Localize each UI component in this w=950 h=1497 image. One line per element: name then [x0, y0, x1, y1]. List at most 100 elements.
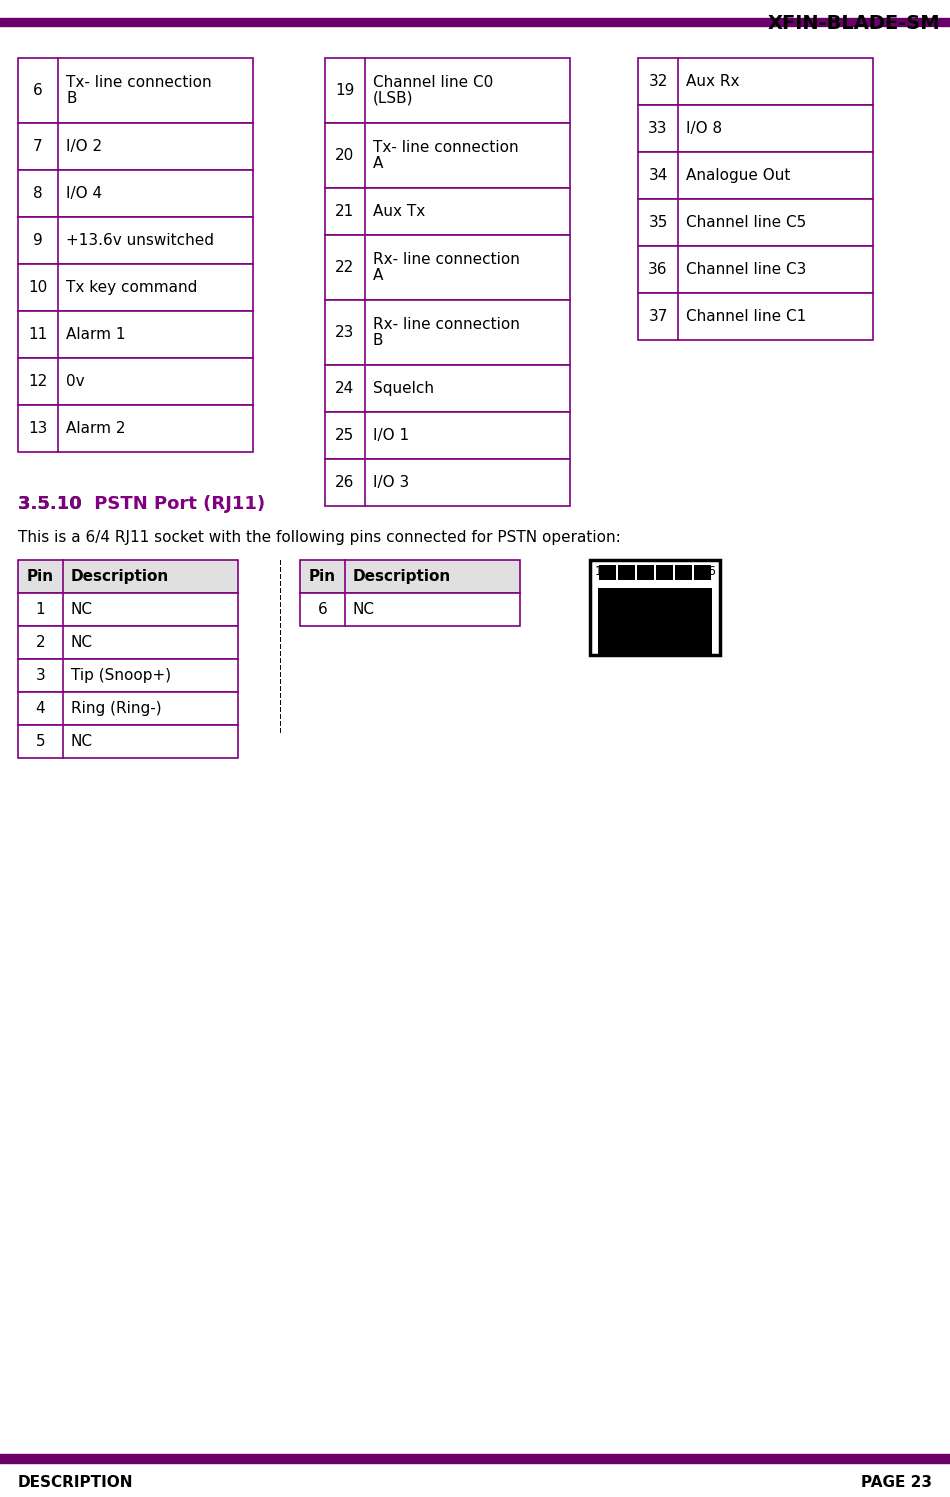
Text: NC: NC	[71, 602, 93, 617]
Bar	[18, 659, 238, 692]
Text: 3.5.10  PSTN Port (RJ11): 3.5.10 PSTN Port (RJ11)	[18, 496, 265, 513]
Bar	[18, 725, 238, 757]
Text: 3: 3	[36, 668, 46, 683]
Text: I/O 3: I/O 3	[373, 475, 409, 490]
Bar	[18, 217, 253, 263]
Text: Aux Tx: Aux Tx	[373, 204, 426, 219]
Bar	[18, 123, 253, 171]
Text: B: B	[66, 91, 77, 106]
Text: Channel line C3: Channel line C3	[686, 262, 807, 277]
Text: 22: 22	[335, 260, 354, 275]
Text: Aux Rx: Aux Rx	[686, 73, 739, 88]
Bar	[300, 593, 520, 626]
Bar	[325, 412, 570, 460]
Bar	[656, 564, 673, 579]
Text: Alarm 2: Alarm 2	[66, 421, 125, 436]
Text: Squelch: Squelch	[373, 382, 434, 397]
Text: Rx- line connection: Rx- line connection	[373, 317, 520, 332]
Text: 0v: 0v	[66, 374, 85, 389]
Text: 10: 10	[28, 280, 48, 295]
Bar	[18, 593, 238, 626]
Bar	[638, 105, 873, 153]
Bar	[0, 1457, 950, 1463]
Bar	[638, 199, 873, 246]
Bar	[325, 235, 570, 299]
Text: 20: 20	[335, 148, 354, 163]
Text: Tip (Snoop+): Tip (Snoop+)	[71, 668, 171, 683]
Text: Channel line C0: Channel line C0	[373, 75, 493, 90]
Text: B: B	[373, 332, 384, 347]
Bar	[675, 564, 692, 579]
Text: 6: 6	[707, 564, 715, 578]
Text: DESCRIPTION: DESCRIPTION	[18, 1475, 134, 1490]
Bar	[18, 406, 253, 452]
Text: 34: 34	[648, 168, 668, 183]
Text: 4: 4	[36, 701, 46, 716]
Text: 3.5.10: 3.5.10	[18, 496, 94, 513]
Text: 25: 25	[335, 428, 354, 443]
Text: 5: 5	[36, 734, 46, 748]
Bar	[325, 189, 570, 235]
Text: 19: 19	[335, 82, 354, 97]
Text: Pin: Pin	[309, 569, 336, 584]
Bar	[325, 123, 570, 189]
Text: Alarm 1: Alarm 1	[66, 326, 125, 341]
Bar	[325, 460, 570, 506]
Text: 33: 33	[648, 121, 668, 136]
Text: 21: 21	[335, 204, 354, 219]
Bar	[638, 153, 873, 199]
Text: PAGE 23: PAGE 23	[861, 1475, 932, 1490]
Bar	[18, 171, 253, 217]
Bar	[638, 58, 873, 105]
Text: Ring (Ring-): Ring (Ring-)	[71, 701, 162, 716]
Text: Rx- line connection: Rx- line connection	[373, 253, 520, 268]
Text: NC: NC	[71, 734, 93, 748]
Text: 1: 1	[36, 602, 46, 617]
Text: I/O 2: I/O 2	[66, 139, 103, 154]
Bar	[18, 560, 238, 593]
Text: A: A	[373, 156, 384, 171]
Text: 24: 24	[335, 382, 354, 397]
Text: Tx- line connection: Tx- line connection	[373, 141, 519, 156]
Text: Channel line C1: Channel line C1	[686, 308, 807, 323]
Text: 12: 12	[28, 374, 48, 389]
Bar	[325, 299, 570, 365]
Bar	[694, 564, 711, 579]
Bar	[18, 58, 253, 123]
Bar	[0, 18, 950, 19]
Text: 23: 23	[335, 325, 354, 340]
Text: This is a 6/4 RJ11 socket with the following pins connected for PSTN operation:: This is a 6/4 RJ11 socket with the follo…	[18, 530, 620, 545]
Text: 11: 11	[28, 326, 48, 341]
Bar	[300, 560, 520, 593]
Bar	[0, 19, 950, 25]
Text: 7: 7	[33, 139, 43, 154]
Text: Channel line C5: Channel line C5	[686, 216, 807, 231]
Text: 37: 37	[648, 308, 668, 323]
Bar	[325, 365, 570, 412]
Bar	[0, 1454, 950, 1457]
Bar	[618, 564, 635, 579]
Text: XFIN-BLADE-SM: XFIN-BLADE-SM	[768, 13, 940, 33]
Bar	[590, 560, 720, 656]
Text: Tx key command: Tx key command	[66, 280, 198, 295]
Text: 6: 6	[317, 602, 328, 617]
Text: 6: 6	[33, 82, 43, 97]
Bar	[638, 246, 873, 293]
Bar	[637, 564, 654, 579]
Text: Description: Description	[71, 569, 169, 584]
Text: 35: 35	[648, 216, 668, 231]
Text: 8: 8	[33, 186, 43, 201]
Text: +13.6v unswitched: +13.6v unswitched	[66, 234, 214, 249]
Text: 26: 26	[335, 475, 354, 490]
Text: I/O 8: I/O 8	[686, 121, 722, 136]
Bar	[18, 358, 253, 406]
Text: NC: NC	[353, 602, 375, 617]
Text: 2: 2	[36, 635, 46, 650]
Text: 13: 13	[28, 421, 48, 436]
Text: (LSB): (LSB)	[373, 91, 413, 106]
Text: Pin: Pin	[27, 569, 54, 584]
Bar	[599, 564, 616, 579]
Bar	[638, 293, 873, 340]
Bar	[18, 311, 253, 358]
Text: I/O 1: I/O 1	[373, 428, 409, 443]
